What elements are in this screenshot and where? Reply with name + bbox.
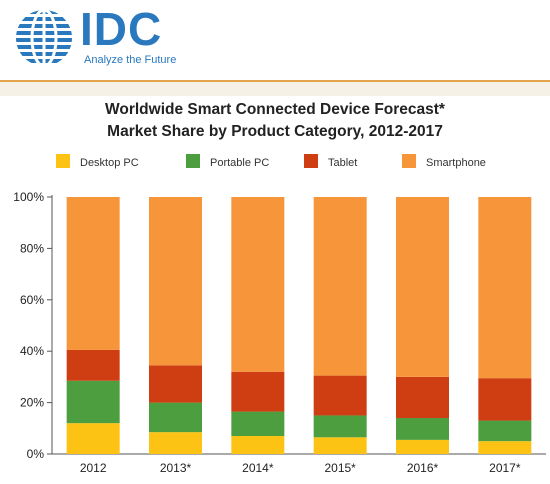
chart-title-line-1: Worldwide Smart Connected Device Forecas… <box>105 101 445 118</box>
bar-2016-tablet <box>396 376 449 419</box>
x-tick-label-2: 2014* <box>242 461 274 475</box>
x-tick-label-1: 2013* <box>160 461 192 475</box>
legend-label-3: Smartphone <box>426 157 486 169</box>
bar-2013-tablet <box>149 365 202 403</box>
bar-2017-portable-pc <box>478 420 532 442</box>
legend-label-0: Desktop PC <box>80 157 139 169</box>
logo-tagline: Analyze the Future <box>84 54 177 66</box>
header: IDC Analyze the Future <box>0 0 550 80</box>
globe-icon <box>16 8 72 68</box>
y-tick-label-3: 60% <box>20 293 44 307</box>
bar-2014-tablet <box>231 371 285 412</box>
y-tick-label-2: 40% <box>20 344 44 358</box>
legend-swatch-2 <box>304 154 318 168</box>
bar-2017-tablet <box>478 378 532 421</box>
bar-2016-smartphone <box>396 197 449 377</box>
y-tick-label-5: 100% <box>13 190 44 204</box>
bar-2013-portable-pc <box>149 402 202 433</box>
bar-2015-tablet <box>313 375 367 416</box>
chart-title: Worldwide Smart Connected Device Forecas… <box>40 99 510 143</box>
bar-2012-smartphone <box>66 197 120 350</box>
x-tick-label-0: 2012 <box>80 461 107 475</box>
bar-2014-portable-pc <box>231 411 285 437</box>
bar-2016-portable-pc <box>396 418 449 440</box>
chart-title-line-2: Market Share by Product Category, 2012-2… <box>107 123 443 140</box>
bar-2012-portable-pc <box>66 380 120 424</box>
legend-swatch-3 <box>402 154 416 168</box>
legend-swatch-0 <box>56 154 70 168</box>
logo-wordmark: IDC <box>80 3 163 55</box>
x-tick-label-3: 2015* <box>324 461 356 475</box>
bar-2015-desktop-pc <box>313 437 367 454</box>
bar-2013-smartphone <box>149 197 202 366</box>
bar-2015-smartphone <box>313 197 367 376</box>
header-divider <box>0 80 550 82</box>
y-tick-label-4: 80% <box>20 241 44 255</box>
bar-2014-desktop-pc <box>231 436 285 454</box>
legend-label-1: Portable PC <box>210 157 269 169</box>
legend-label-2: Tablet <box>328 157 357 169</box>
bar-2015-portable-pc <box>313 415 367 438</box>
bar-2017-smartphone <box>478 197 532 379</box>
bar-2017-desktop-pc <box>478 441 532 454</box>
bar-2012-desktop-pc <box>66 423 120 454</box>
bar-2012-tablet <box>66 349 120 381</box>
bar-2014-smartphone <box>231 197 285 372</box>
bar-2016-desktop-pc <box>396 439 449 454</box>
bar-2013-desktop-pc <box>149 432 202 454</box>
x-tick-label-4: 2016* <box>407 461 439 475</box>
x-tick-label-5: 2017* <box>489 461 521 475</box>
legend-swatch-1 <box>186 154 200 168</box>
y-tick-label-0: 0% <box>27 447 45 461</box>
y-tick-label-1: 20% <box>20 396 44 410</box>
